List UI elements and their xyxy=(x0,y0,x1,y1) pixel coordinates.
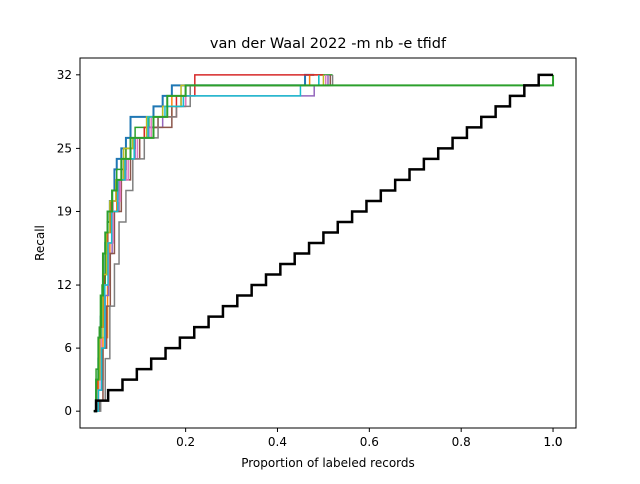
series-line-random-baseline xyxy=(93,73,554,413)
x-tick-label: 1.0 xyxy=(543,435,562,449)
series-line-4 xyxy=(93,74,324,412)
series-line-5 xyxy=(93,74,329,412)
x-tick-label: 0.8 xyxy=(452,435,471,449)
y-tick-label: 0 xyxy=(64,404,72,418)
y-tick-label: 19 xyxy=(57,204,72,218)
y-tick-label: 12 xyxy=(57,278,72,292)
x-tick-label: 0.4 xyxy=(268,435,287,449)
plot-lines xyxy=(93,73,555,413)
series-line-9 xyxy=(93,74,325,412)
series-line-10 xyxy=(93,74,320,412)
y-axis: 0 6 12 19 25 32 xyxy=(57,68,80,418)
y-tick-label: 32 xyxy=(57,68,72,82)
series-line-6 xyxy=(93,74,332,412)
series-line-8 xyxy=(93,74,334,412)
series-line-11 xyxy=(93,74,555,413)
x-tick-label: 0.2 xyxy=(176,435,195,449)
chart-title: van der Waal 2022 -m nb -e tfidf xyxy=(210,36,447,52)
axes-frame xyxy=(79,57,577,429)
x-tick-label: 0.6 xyxy=(360,435,379,449)
x-tick-label-overlap: 1.0 xyxy=(543,435,562,449)
y-tick-label: 25 xyxy=(57,141,72,155)
y-tick-label: 6 xyxy=(64,341,72,355)
series-line-2 xyxy=(93,74,324,412)
series-line-7 xyxy=(93,74,327,412)
x-axis: 0.2 0.4 0.6 0.8 1.01.0 xyxy=(176,428,563,449)
series-line-1 xyxy=(93,73,315,413)
x-axis-label: Proportion of labeled records xyxy=(241,456,415,470)
y-axis-label: Recall xyxy=(33,225,47,261)
